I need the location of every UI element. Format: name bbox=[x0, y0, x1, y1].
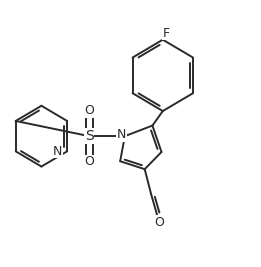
Text: S: S bbox=[85, 129, 93, 143]
Text: F: F bbox=[163, 27, 170, 40]
Text: O: O bbox=[84, 104, 94, 117]
Text: O: O bbox=[84, 155, 94, 168]
Text: N: N bbox=[53, 145, 62, 158]
Text: O: O bbox=[154, 216, 164, 229]
Text: N: N bbox=[117, 128, 126, 141]
